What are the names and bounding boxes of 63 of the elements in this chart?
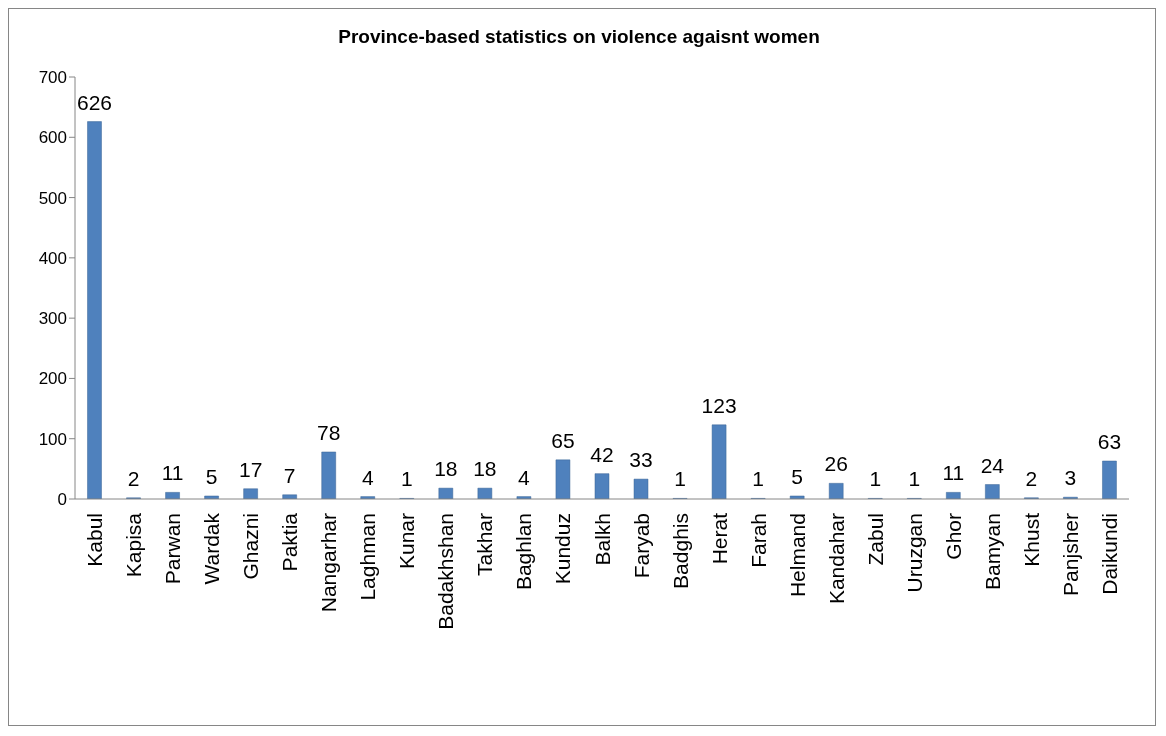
data-label: 78 — [317, 420, 341, 444]
data-label: 7 — [283, 463, 296, 487]
x-tick-label: Badghis — [668, 513, 692, 589]
x-tick-label: Panjsher — [1058, 513, 1082, 596]
data-label: 1 — [674, 467, 686, 491]
y-tick-label: 100 — [38, 429, 67, 449]
data-label: 4 — [361, 465, 374, 489]
data-label: 63 — [1097, 430, 1122, 454]
data-label: 11 — [161, 461, 184, 485]
data-label: 1 — [400, 467, 413, 491]
data-label: 65 — [551, 428, 575, 452]
x-tick-label: Zabul — [863, 513, 887, 566]
x-tick-label: Kunar — [395, 513, 419, 570]
data-label: 3 — [1064, 466, 1077, 490]
x-tick-label: Kabul — [83, 513, 107, 567]
data-label: 18 — [434, 457, 458, 481]
x-tick-label: Badakhshan — [434, 513, 458, 630]
y-tick-label: 300 — [38, 309, 67, 329]
x-tick-label: Kapisa — [122, 512, 146, 578]
data-label: 2 — [1025, 466, 1038, 490]
x-tick-label: Parwan — [161, 513, 185, 585]
x-tick-label: Herat — [707, 512, 731, 565]
data-label: 24 — [980, 453, 1005, 477]
x-tick-label: Ghor — [941, 512, 965, 560]
x-tick-label: Baghlan — [512, 513, 536, 591]
x-tick-label: Paktia — [278, 512, 302, 572]
data-label: 18 — [473, 457, 497, 481]
data-label: 4 — [518, 465, 531, 489]
data-label: 33 — [629, 448, 653, 472]
y-tick-label: 400 — [38, 248, 67, 268]
data-label: 42 — [590, 442, 614, 466]
x-tick-label: Laghman — [356, 513, 380, 601]
x-tick-label: Daikundi — [1097, 513, 1121, 595]
x-tick-label: Helmand — [785, 513, 809, 598]
y-tick-label: 500 — [38, 188, 67, 208]
data-label: 5 — [791, 464, 803, 488]
x-tick-label: Takhar — [473, 512, 497, 577]
x-tick-label: Bamyan — [980, 513, 1004, 591]
data-label: 17 — [238, 457, 263, 481]
x-tick-label: Ghazni — [239, 513, 263, 580]
data-label: 1 — [908, 467, 921, 491]
data-label: 1 — [752, 467, 764, 491]
data-label: 26 — [824, 452, 848, 476]
x-tick-label: Kunduz — [551, 513, 575, 585]
x-tick-label: Farah — [746, 513, 770, 568]
x-tick-label: Nangarhar — [317, 513, 341, 613]
x-tick-label: Faryab — [629, 513, 653, 579]
data-label: 1 — [869, 467, 882, 491]
data-label: 123 — [701, 393, 737, 417]
data-label: 11 — [942, 461, 965, 485]
data-label: 5 — [205, 464, 218, 488]
x-tick-label: Wardak — [200, 512, 224, 585]
chart-title: Province-based statistics on violence agaisnt women — [338, 26, 820, 47]
y-tick-label: 600 — [38, 128, 67, 148]
data-label: 2 — [127, 466, 140, 490]
x-tick-label: Khust — [1019, 512, 1043, 567]
x-tick-label: Balkh — [590, 513, 614, 566]
x-tick-label: Uruzgan — [902, 513, 926, 593]
x-tick-label: Kandahar — [824, 513, 848, 605]
data-label: 626 — [76, 90, 113, 114]
y-tick-label: 700 — [38, 68, 67, 88]
y-tick-label: 200 — [38, 369, 67, 389]
y-tick-label: 0 — [57, 490, 67, 510]
